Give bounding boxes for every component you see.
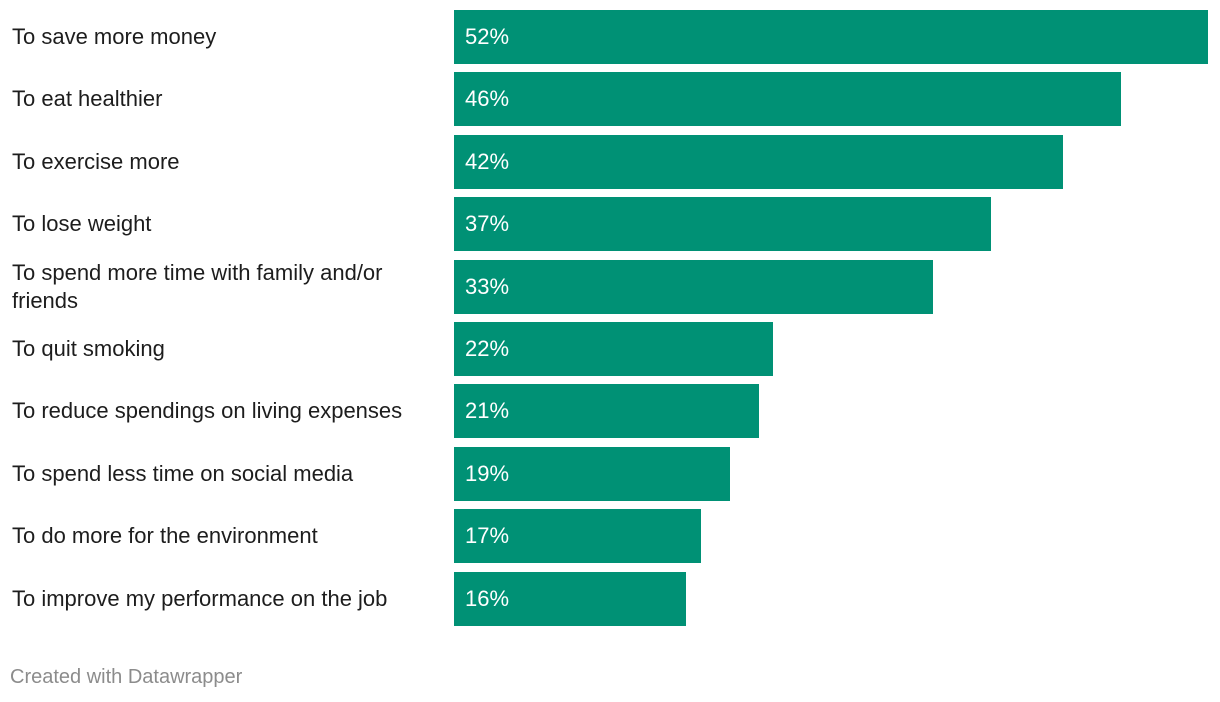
category-label: To spend less time on social media [12, 460, 354, 486]
category-label: To lose weight [12, 211, 152, 237]
category-label: To do more for the environment [12, 523, 318, 549]
bar: 21% [454, 384, 759, 439]
data-label: 37% [465, 211, 510, 237]
bar: 22% [454, 322, 773, 376]
category-label: To reduce spendings on living expenses [12, 398, 403, 424]
bar-chart: To save more money 52% To eat healthier 46%… [12, 10, 1208, 626]
data-label: 16% [465, 585, 510, 611]
category-label: To eat healthier [12, 86, 163, 112]
category-label: To improve my performance on the job [12, 585, 388, 611]
data-label: 46% [465, 86, 510, 112]
bar: 37% [454, 197, 991, 252]
data-label: 19% [465, 460, 510, 486]
category-label: To spend more time with family and/or fr… [12, 259, 383, 313]
bar: 33% [454, 259, 933, 314]
data-label: 33% [465, 273, 510, 299]
data-label: 21% [465, 398, 510, 424]
bar: 52% [454, 10, 1208, 64]
bar: 17% [454, 509, 701, 564]
bar: 16% [454, 571, 686, 626]
bar: 19% [454, 446, 730, 501]
credit-text: Created with Datawrapper [10, 666, 243, 688]
bar: 42% [454, 134, 1063, 189]
data-label: 52% [465, 24, 510, 49]
data-label: 42% [465, 148, 510, 174]
category-label: To exercise more [12, 148, 180, 174]
bar: 46% [454, 72, 1121, 127]
category-label: To save more money [12, 24, 217, 49]
data-label: 17% [465, 523, 510, 549]
category-label: To quit smoking [12, 336, 165, 361]
data-label: 22% [465, 336, 510, 361]
